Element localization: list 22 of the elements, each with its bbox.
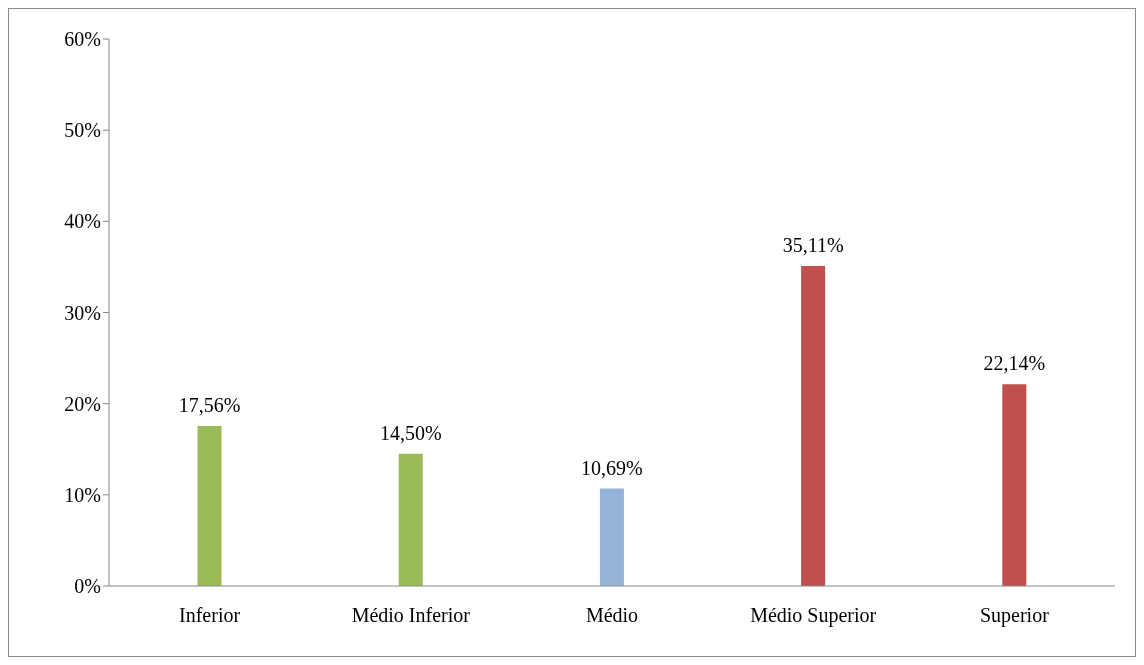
y-tick-label: 0% [74,575,101,598]
data-label: 35,11% [782,233,844,256]
x-tick-label: Médio Inferior [351,604,471,627]
data-label: 14,50% [379,421,442,444]
y-tick-label: 40% [64,210,101,233]
data-label: 10,69% [581,456,643,479]
bar [398,453,423,586]
data-label: 17,56% [178,393,241,416]
y-tick-label: 50% [64,119,101,142]
x-tick-label: Médio [585,604,639,627]
bar [599,488,624,586]
bar [1002,384,1027,586]
y-tick-label: 60% [64,28,101,51]
y-tick-label: 20% [64,392,101,415]
y-tick-label: 30% [64,301,101,324]
bar [197,425,222,586]
bar [801,265,826,586]
y-tick-label: 10% [64,483,101,506]
data-label: 22,14% [983,352,1046,375]
x-tick-label: Superior [979,604,1050,628]
x-tick-label: Inferior [179,604,241,627]
x-tick-label: Médio Superior [750,604,877,628]
